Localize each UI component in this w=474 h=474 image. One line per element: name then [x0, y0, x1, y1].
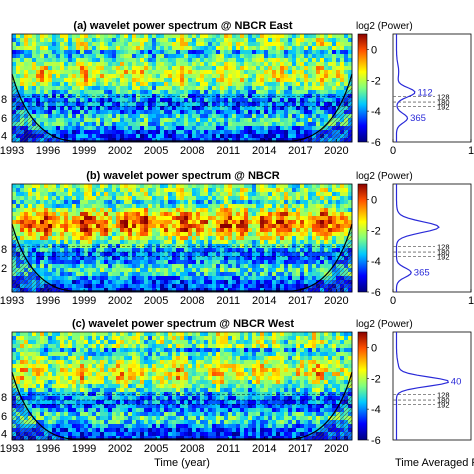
- x-tick-label: 1996: [36, 145, 60, 157]
- x-tick-label: 1993: [0, 443, 24, 455]
- x-tick-label: 2017: [288, 295, 312, 307]
- colorbar-tick: -6: [371, 137, 381, 149]
- x-tick-label: 2017: [288, 145, 312, 157]
- colorbar: log2 (Power) 0 -2 -4 -6: [356, 171, 413, 299]
- power-x-tick: 1: [468, 145, 474, 157]
- colorbar-tick: -2: [371, 373, 381, 385]
- y-tick-label: 8: [1, 244, 7, 256]
- panel-0: (a) wavelet power spectrum @ NBCR East 8 6…: [0, 20, 474, 157]
- colorbar-tick: -2: [371, 225, 381, 237]
- power-x-tick: 1: [468, 295, 474, 307]
- period-label: 192: [437, 252, 450, 261]
- y-tick-label: 8: [1, 94, 7, 106]
- period-label: 128: [437, 93, 450, 102]
- x-tick-label: 2020: [324, 295, 348, 307]
- peak-label: 112: [418, 87, 433, 98]
- period-label: 180: [437, 98, 450, 107]
- time-averaged-power-line: [395, 332, 449, 440]
- y-tick-label: 4: [1, 131, 7, 143]
- period-label: 192: [437, 400, 450, 409]
- colorbar-tick: -6: [371, 287, 381, 299]
- x-tick-label: 2020: [324, 443, 348, 455]
- x-tick-label: 1996: [36, 443, 60, 455]
- y-tick-label: 4: [1, 429, 7, 441]
- x-tick-label: 1999: [72, 295, 96, 307]
- x-tick-label: 2014: [252, 145, 276, 157]
- heatmap: [11, 33, 353, 143]
- panel-title: (b) wavelet power spectrum @ NBCR: [86, 170, 280, 182]
- x-tick-label: 1999: [72, 145, 96, 157]
- x-tick-label: 2017: [288, 443, 312, 455]
- heatmap: [11, 183, 353, 293]
- colorbar-label: log2 (Power): [356, 21, 413, 32]
- x-tick-label: 1993: [0, 145, 24, 157]
- colorbar-tick: 0: [371, 342, 377, 354]
- panel-title: (c) wavelet power spectrum @ NBCR West: [72, 318, 294, 330]
- x-tick-label: 2008: [180, 443, 204, 455]
- colorbar-tick: -2: [371, 75, 381, 87]
- colorbar-tick: -4: [371, 256, 381, 268]
- peak-label: 365: [414, 268, 430, 279]
- colorbar: log2 (Power) 0 -2 -4 -6: [356, 21, 413, 149]
- x-tick-label: 2020: [324, 145, 348, 157]
- x-tick-label: 2008: [180, 295, 204, 307]
- x-tick-label: 1999: [72, 443, 96, 455]
- x-tick-label: 2002: [108, 145, 132, 157]
- x-tick-label: 2005: [144, 145, 168, 157]
- x-tick-label: 2011: [216, 443, 240, 455]
- y-tick-label: 6: [1, 411, 7, 423]
- x-tick-label: 2014: [252, 443, 276, 455]
- period-label: 192: [437, 102, 450, 111]
- x-tick-label: 1993: [0, 295, 24, 307]
- x-tick-label: 2008: [180, 145, 204, 157]
- time-averaged-power-line: [395, 34, 416, 142]
- power-x-tick: 0: [390, 295, 396, 307]
- period-label: 128: [437, 243, 450, 252]
- x-tick-label: 2011: [216, 295, 240, 307]
- period-label: 128: [437, 391, 450, 400]
- colorbar-tick: 0: [371, 194, 377, 206]
- y-tick-label: 6: [1, 113, 7, 125]
- x-tick-label: 2002: [108, 443, 132, 455]
- period-label: 180: [437, 396, 450, 405]
- time-averaged-power-line: [395, 184, 440, 292]
- colorbar-tick: -4: [371, 404, 381, 416]
- panel-title: (a) wavelet power spectrum @ NBCR East: [73, 20, 293, 32]
- x-tick-label: 2005: [144, 443, 168, 455]
- colorbar-tick: -4: [371, 106, 381, 118]
- x-tick-label: 1996: [36, 295, 60, 307]
- x-tick-label: 2005: [144, 295, 168, 307]
- colorbar-label: log2 (Power): [356, 319, 413, 330]
- colorbar-tick: 0: [371, 44, 377, 56]
- colorbar-label: log2 (Power): [356, 171, 413, 182]
- y-tick-label: 2: [1, 263, 7, 275]
- x-tick-label: 2014: [252, 295, 276, 307]
- heatmap: [11, 331, 353, 441]
- right-x-axis-label: Time Averaged Po: [395, 457, 474, 469]
- x-axis-label: Time (year): [154, 457, 210, 469]
- panel-1: (b) wavelet power spectrum @ NBCR 8 2 1993 1…: [0, 170, 474, 307]
- peak-label: 40: [451, 377, 462, 388]
- power-x-tick: 0: [390, 145, 396, 157]
- colorbar: log2 (Power) 0 -2 -4 -6: [356, 319, 413, 447]
- colorbar-tick: -6: [371, 435, 381, 447]
- x-tick-label: 2002: [108, 295, 132, 307]
- peak-label: 365: [410, 113, 426, 124]
- y-tick-label: 8: [1, 392, 7, 404]
- period-label: 180: [437, 248, 450, 257]
- x-tick-label: 2011: [216, 145, 240, 157]
- panel-2: (c) wavelet power spectrum @ NBCR West 8 6…: [0, 318, 472, 455]
